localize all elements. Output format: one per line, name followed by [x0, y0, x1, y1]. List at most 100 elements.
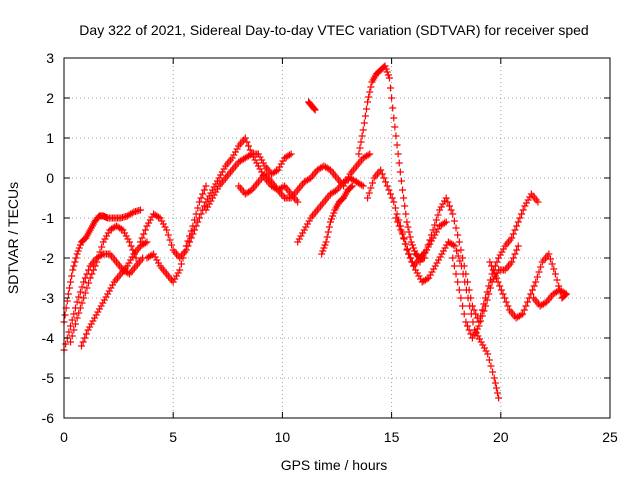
- data-point: [362, 105, 370, 113]
- data-point: [215, 174, 223, 182]
- data-point: [455, 286, 463, 294]
- data-point: [132, 254, 140, 262]
- data-point: [402, 240, 410, 248]
- data-point: [434, 211, 442, 219]
- data-point: [391, 204, 399, 212]
- data-point: [401, 202, 409, 210]
- data-point: [243, 138, 251, 146]
- data-point: [181, 248, 189, 256]
- data-point: [96, 248, 104, 256]
- data-point: [450, 217, 458, 225]
- data-point: [548, 260, 556, 268]
- data-point: [427, 231, 435, 239]
- data-point: [426, 236, 434, 244]
- data-point: [287, 150, 295, 158]
- data-point: [488, 262, 496, 270]
- data-point: [63, 297, 71, 305]
- data-point: [391, 123, 399, 131]
- data-point: [493, 258, 501, 266]
- data-point: [81, 289, 89, 297]
- data-point: [509, 230, 517, 238]
- data-point: [561, 289, 569, 297]
- series-track-6: [143, 182, 210, 286]
- data-point: [514, 218, 522, 226]
- x-tick-label: 5: [169, 429, 177, 445]
- data-point: [86, 323, 94, 331]
- data-point: [498, 248, 506, 256]
- data-point: [143, 238, 151, 246]
- data-point: [477, 338, 485, 346]
- data-point: [431, 221, 439, 229]
- data-point: [217, 171, 225, 179]
- data-point: [78, 299, 86, 307]
- data-point: [297, 232, 305, 240]
- data-point: [432, 216, 440, 224]
- data-point: [321, 241, 329, 249]
- data-point: [83, 284, 91, 292]
- data-point: [517, 311, 525, 319]
- data-point: [489, 368, 497, 376]
- data-point: [416, 258, 424, 266]
- data-point: [469, 318, 477, 326]
- series-track-4: [77, 238, 151, 350]
- series-track-11: [305, 98, 319, 114]
- data-point: [468, 334, 476, 342]
- data-point: [454, 252, 462, 260]
- data-point: [159, 220, 167, 228]
- data-point: [101, 235, 109, 243]
- data-point: [411, 247, 419, 255]
- data-point: [331, 187, 339, 195]
- x-tick-label: 20: [493, 429, 509, 445]
- data-point: [245, 142, 253, 150]
- data-point: [478, 312, 486, 320]
- data-point: [454, 231, 462, 239]
- data-point: [429, 226, 437, 234]
- data-point: [389, 104, 397, 112]
- data-point: [322, 238, 330, 246]
- data-point: [86, 274, 94, 282]
- data-point: [233, 145, 241, 153]
- data-point: [97, 302, 105, 310]
- data-point: [491, 379, 499, 387]
- data-point: [392, 132, 400, 140]
- data-point: [154, 259, 162, 267]
- data-point: [174, 269, 182, 277]
- data-point: [192, 210, 200, 218]
- data-point: [300, 226, 308, 234]
- series-track-1: [60, 206, 144, 326]
- data-point: [200, 202, 208, 210]
- data-point: [171, 275, 179, 283]
- series-track-15: [416, 190, 542, 326]
- data-point: [126, 238, 134, 246]
- data-point: [143, 222, 151, 230]
- data-point: [68, 332, 76, 340]
- data-point: [428, 268, 436, 276]
- data-point: [495, 254, 503, 262]
- data-point: [400, 194, 408, 202]
- series-track-3: [67, 222, 140, 346]
- x-axis-label: GPS time / hours: [281, 457, 388, 473]
- data-point: [364, 194, 372, 202]
- data-point: [519, 206, 527, 214]
- data-point: [141, 226, 149, 234]
- data-point: [366, 150, 374, 158]
- y-tick-label: -3: [42, 290, 55, 306]
- data-point: [397, 226, 405, 234]
- data-point: [368, 179, 376, 187]
- data-point: [527, 290, 535, 298]
- data-point: [404, 223, 412, 231]
- data-point: [279, 157, 287, 165]
- data-point: [200, 186, 208, 194]
- data-point: [467, 330, 475, 338]
- data-point: [358, 181, 366, 189]
- data-point: [452, 224, 460, 232]
- data-point: [427, 237, 435, 245]
- data-point: [186, 232, 194, 240]
- data-point: [441, 219, 449, 227]
- x-tick-label: 25: [602, 429, 618, 445]
- data-point: [396, 168, 404, 176]
- data-point: [499, 290, 507, 298]
- data-point: [67, 322, 75, 330]
- y-tick-label: -2: [42, 250, 55, 266]
